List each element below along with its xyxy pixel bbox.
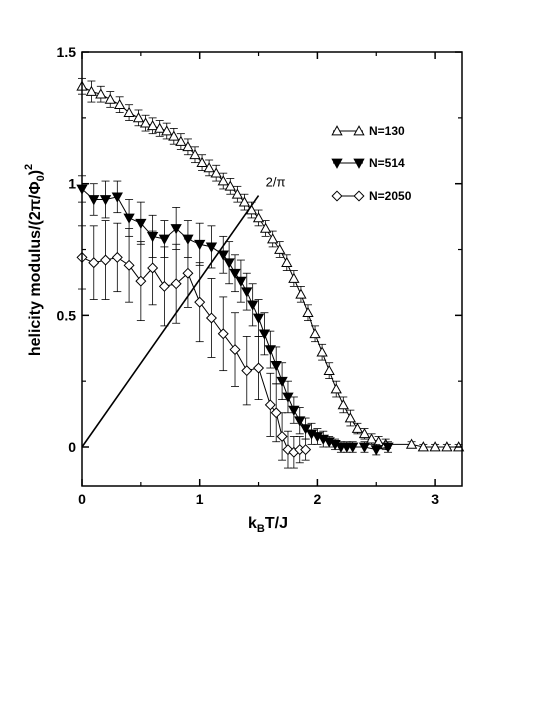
data-point (242, 288, 252, 297)
data-point (371, 446, 381, 455)
data-point (89, 258, 99, 268)
y-tick-label: 1 (68, 176, 76, 192)
data-point (303, 308, 313, 317)
data-point (277, 432, 287, 442)
legend-marker (332, 191, 342, 201)
y-tick-label: 1.5 (57, 44, 77, 60)
legend-label: N=514 (369, 156, 405, 170)
data-point (317, 347, 327, 356)
data-point (324, 366, 334, 375)
data-point (346, 413, 356, 422)
annotation-two-over-pi: 2/π (266, 174, 286, 189)
data-point (296, 289, 306, 298)
data-point (338, 400, 348, 409)
data-point (275, 245, 285, 254)
data-point (289, 406, 299, 415)
data-point (218, 329, 228, 339)
data-point (115, 100, 125, 109)
legend-marker (354, 191, 364, 201)
data-point (295, 417, 305, 426)
data-point (242, 366, 252, 376)
data-point (101, 255, 111, 265)
x-tick-label: 2 (314, 491, 322, 507)
data-point (160, 235, 170, 244)
x-tick-label: 0 (78, 491, 86, 507)
data-point (218, 251, 228, 260)
data-point (224, 259, 234, 268)
data-point (260, 330, 270, 339)
data-point (87, 87, 97, 96)
data-point (236, 277, 246, 286)
data-point (277, 377, 287, 386)
data-point (407, 440, 417, 449)
data-point (105, 95, 115, 104)
data-point (254, 314, 264, 323)
data-point (230, 345, 240, 355)
data-point (268, 234, 278, 243)
data-point (207, 313, 217, 323)
data-point (301, 445, 311, 455)
y-tick-label: 0.5 (57, 307, 77, 323)
legend-label: N=130 (369, 124, 405, 138)
y-axis-label: helicity modulus/(2π/Φ0)2 (23, 164, 47, 356)
data-point (195, 297, 205, 307)
legend: N=130 N=514 N=2050 (332, 124, 411, 203)
data-point (353, 424, 363, 433)
x-tick-label: 3 (431, 491, 439, 507)
data-point (261, 224, 271, 233)
data-point (289, 274, 299, 283)
legend-label: N=2050 (369, 189, 412, 203)
data-point (266, 400, 276, 410)
data-point (134, 113, 144, 122)
data-point (207, 243, 217, 252)
data-point (230, 269, 240, 278)
series-layer (77, 78, 463, 468)
data-point (271, 362, 281, 371)
x-tick-label: 1 (196, 491, 204, 507)
data-point (113, 253, 123, 263)
data-point (124, 261, 134, 271)
series-n-2050 (77, 221, 310, 469)
data-point (271, 408, 281, 418)
data-point (248, 301, 258, 310)
data-point (254, 363, 264, 373)
data-point (310, 329, 320, 338)
data-point (160, 282, 170, 292)
data-point (124, 214, 134, 223)
data-point (124, 108, 134, 117)
data-point (331, 384, 341, 393)
data-point (282, 258, 292, 267)
data-point (266, 346, 276, 355)
data-point (283, 393, 293, 402)
y-tick-label: 0 (68, 439, 76, 455)
x-axis-label: kBT/J (248, 515, 288, 535)
